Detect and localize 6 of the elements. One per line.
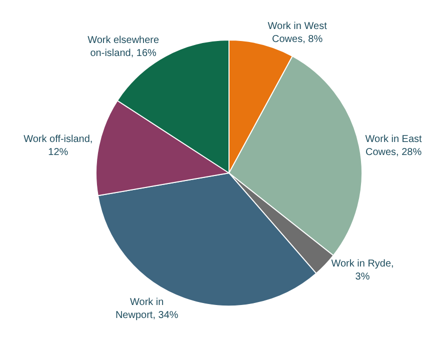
slice-label: Work elsewhere on-island, 16% — [88, 34, 160, 59]
slice-label: Work in Ryde, 3% — [331, 258, 394, 283]
slice-label: Work in Newport, 34% — [115, 296, 178, 321]
slice-label: Work in West Cowes, 8% — [268, 20, 328, 45]
slice-label: Work off-island, 12% — [24, 134, 93, 158]
slice-label: Work in East Cowes, 28% — [365, 134, 422, 158]
